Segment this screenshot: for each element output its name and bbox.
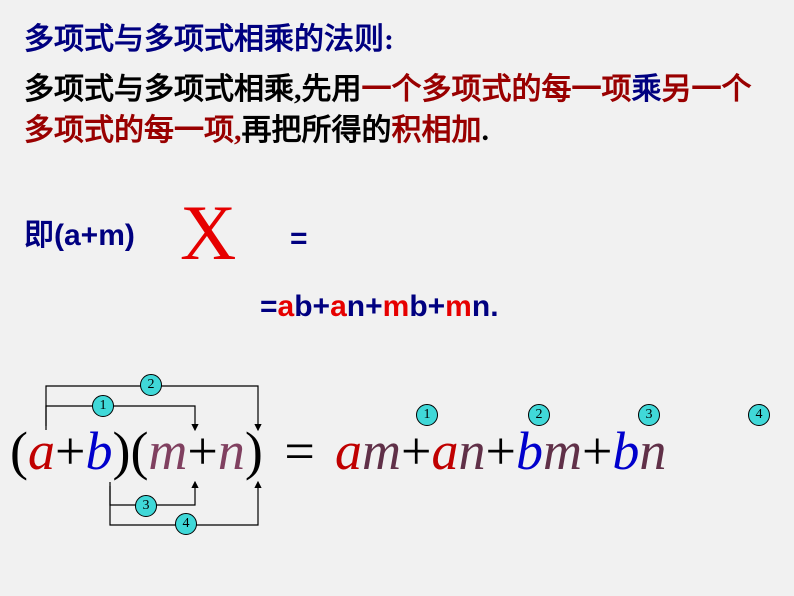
- rule-p3: 乘: [632, 73, 662, 106]
- eq2-dot: .: [490, 290, 498, 323]
- eq2-an-n: n: [347, 290, 365, 323]
- eq2-eq: =: [260, 290, 278, 323]
- rule-p5: 再把所得的: [242, 114, 392, 147]
- r-p3: +: [582, 421, 612, 481]
- circle-1: 1: [92, 395, 114, 417]
- eq1-equals: =: [290, 222, 308, 256]
- circle-r1: 1: [416, 404, 438, 426]
- r-p1: +: [401, 421, 431, 481]
- b-n: n: [218, 421, 245, 481]
- circle-r2: 2: [528, 404, 550, 426]
- r-m2: m: [543, 421, 582, 481]
- rp2: ): [245, 421, 263, 481]
- eq2-mn-n: n: [472, 290, 490, 323]
- eq1-am: (a+m): [54, 219, 135, 252]
- lp1: (: [10, 421, 28, 481]
- eq2-mn-m: m: [445, 290, 472, 323]
- b-p1: +: [55, 421, 85, 481]
- r-n2: n: [639, 421, 666, 481]
- eq2-an-a: a: [330, 290, 347, 323]
- r-b2: b: [612, 421, 639, 481]
- rule-p2: 一个多项式的每一项: [362, 73, 632, 106]
- r-m1: m: [362, 421, 401, 481]
- circle-r3: 3: [638, 404, 660, 426]
- rule-p1: 多项式与多项式相乘,先用: [24, 73, 362, 106]
- b-b: b: [85, 421, 112, 481]
- circle-2: 2: [140, 374, 162, 396]
- eq2-p2: +: [365, 290, 383, 323]
- eq2-p3: +: [428, 290, 446, 323]
- b-a: a: [28, 421, 55, 481]
- r-p2: +: [485, 421, 515, 481]
- equation-line-2: =ab+an+mb+mn.: [260, 290, 499, 324]
- page-title: 多项式与多项式相乘的法则:: [24, 14, 394, 58]
- big-x: X: [180, 188, 236, 278]
- eq2-b: b: [294, 290, 312, 323]
- rule-text: 多项式与多项式相乘,先用一个多项式的每一项乘另一个多项式的每一项,再把所得的积相…: [24, 70, 774, 151]
- rp1: ): [112, 421, 130, 481]
- eq2-p1: +: [313, 290, 331, 323]
- rule-p6: 积相加: [392, 114, 482, 147]
- eq1-ji: 即: [24, 219, 54, 252]
- bottom-right-expr: am+an+bm+bn: [335, 420, 666, 482]
- r-b1: b: [516, 421, 543, 481]
- bottom-left-expr: (a+b)(m+n) =: [10, 420, 315, 482]
- circle-3: 3: [135, 495, 157, 517]
- b-eq: =: [284, 421, 314, 481]
- r-a2: a: [431, 421, 458, 481]
- eq2-a: a: [278, 290, 295, 323]
- rule-p7: .: [482, 114, 490, 147]
- equation-line-1: 即(a+m): [24, 210, 135, 254]
- b-m: m: [148, 421, 187, 481]
- eq2-mb-m: m: [383, 290, 410, 323]
- circle-r4: 4: [748, 404, 770, 426]
- b-p2: +: [187, 421, 217, 481]
- r-n1: n: [458, 421, 485, 481]
- r-a1: a: [335, 421, 362, 481]
- circle-4: 4: [175, 513, 197, 535]
- eq2-mb-b: b: [409, 290, 427, 323]
- lp2: (: [130, 421, 148, 481]
